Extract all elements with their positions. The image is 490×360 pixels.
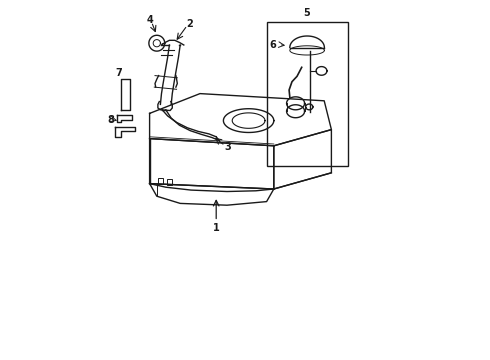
Text: 7: 7 <box>115 68 122 78</box>
Bar <box>157 178 163 184</box>
Text: 5: 5 <box>304 8 311 18</box>
Text: 3: 3 <box>224 142 231 152</box>
Text: 8: 8 <box>107 114 114 125</box>
Text: 6: 6 <box>270 40 276 50</box>
Text: 1: 1 <box>213 222 220 233</box>
Text: 2: 2 <box>187 19 193 29</box>
Text: 4: 4 <box>147 15 154 25</box>
Bar <box>267 22 347 166</box>
Bar <box>167 179 172 185</box>
